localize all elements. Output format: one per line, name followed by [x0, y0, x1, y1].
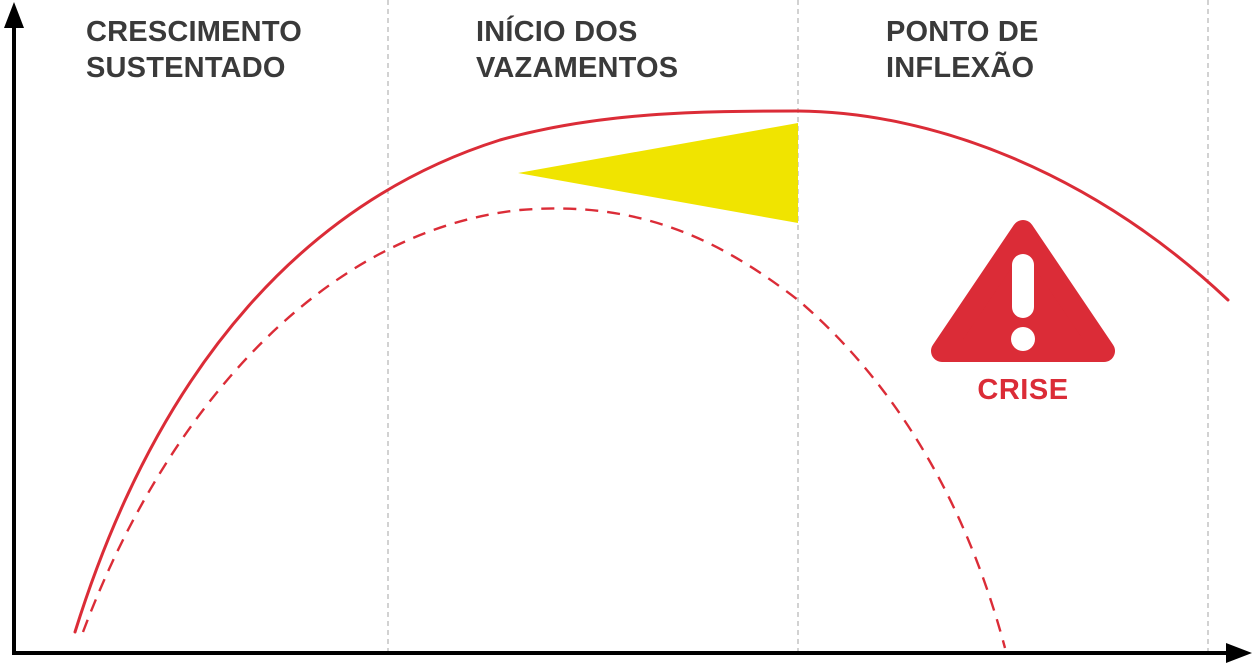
- phase-label-line: CRESCIMENTO: [86, 16, 302, 48]
- phase-label-sustained-growth: CRESCIMENTO SUSTENTADO: [86, 14, 302, 86]
- phase-label-leak-start: INÍCIO DOS VAZAMENTOS: [476, 14, 678, 86]
- phase-label-line: INÍCIO DOS: [476, 16, 638, 48]
- phase-label-line: SUSTENTADO: [86, 52, 286, 84]
- dashed-decline-curve: [81, 207, 1007, 649]
- leak-gap-highlight: [518, 123, 798, 223]
- y-axis-arrowhead: [4, 2, 24, 28]
- solid-growth-curve: [73, 109, 1230, 634]
- crisis-label: CRISE: [977, 374, 1069, 406]
- warning-triangle-icon: [931, 220, 1115, 362]
- phase-label-line: VAZAMENTOS: [476, 52, 679, 84]
- x-axis-arrowhead: [1226, 643, 1252, 663]
- phase-label-line: PONTO DE: [886, 16, 1039, 48]
- phase-label-inflection-point: PONTO DE INFLEXÃO: [886, 14, 1039, 86]
- phase-label-line: INFLEXÃO: [886, 52, 1035, 84]
